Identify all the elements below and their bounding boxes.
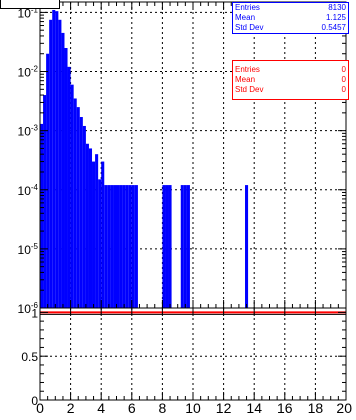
histogram-bar — [85, 143, 89, 308]
stats-mean-label: Mean — [235, 13, 256, 22]
x-tick-label: 4 — [97, 400, 105, 415]
histogram-bar — [162, 185, 166, 308]
stats-mean-label: Mean — [235, 75, 256, 84]
histogram-bar — [70, 84, 74, 308]
stats-row-entries: Entries 0 — [233, 65, 348, 75]
histogram-bar — [61, 32, 65, 308]
y-tick-label: 10-3 — [18, 124, 39, 139]
histogram-bar — [88, 148, 93, 308]
histogram-bar — [186, 185, 190, 308]
stats-entries-label: Entries — [235, 65, 260, 74]
histogram-bar — [104, 185, 108, 308]
x-tick-label: 14 — [246, 400, 262, 415]
histogram-bar — [82, 125, 86, 308]
histogram-bar — [165, 185, 169, 308]
histogram-bar — [67, 66, 71, 308]
stats-mean-value: 1.125 — [325, 13, 346, 22]
stats-row-std: Std Dev 0.5457 — [233, 23, 348, 33]
histogram-bar — [180, 185, 184, 308]
histogram-bar — [110, 185, 114, 308]
y-tick-label: 0.5 — [21, 350, 38, 364]
histogram-bar — [168, 185, 172, 308]
x-tick-label: 10 — [185, 400, 201, 415]
histogram-bar — [40, 123, 44, 308]
histogram-bar — [76, 107, 80, 308]
x-tick-label: 0 — [36, 400, 44, 415]
histogram-bar — [52, 9, 56, 309]
stats-box-top: Entries 8130 Mean 1.125 Std Dev 0.5457 — [232, 2, 349, 34]
histogram-bar — [64, 48, 68, 309]
histogram-bar — [113, 185, 117, 308]
y-tick-label: 10-6 — [18, 301, 39, 316]
stats-row-mean: Mean 1.125 — [233, 13, 348, 23]
histogram-bar — [98, 179, 102, 308]
histogram-bar — [131, 185, 135, 308]
x-tick-label: 12 — [216, 400, 232, 415]
stats-mean-value: 0 — [341, 75, 346, 84]
histogram-bar — [183, 185, 187, 308]
x-tick-label: 16 — [277, 400, 293, 415]
stats-box-bottom: Entries 0 Mean 0 Std Dev 0 — [232, 60, 349, 100]
histogram-bar — [58, 19, 62, 308]
y-tick-label: 1 — [31, 306, 38, 320]
histogram-bar — [92, 161, 96, 308]
histogram-bar — [55, 11, 59, 308]
histogram-bar — [134, 185, 138, 308]
histogram-bar — [122, 185, 126, 308]
stats-entries-value: 8130 — [328, 3, 346, 12]
y-tick-label: 10-5 — [18, 242, 39, 257]
y-tick-label: 10-4 — [18, 183, 39, 198]
x-tick-label: 8 — [159, 400, 167, 415]
histogram-bar — [116, 185, 120, 308]
y-tick-label: 10-1 — [18, 5, 39, 20]
stats-std-label: Std Dev — [235, 85, 264, 94]
stats-row-entries: Entries 8130 — [233, 3, 348, 13]
stats-row-mean: Mean 0 — [233, 75, 348, 85]
histogram-bar — [125, 185, 129, 308]
histogram-bar — [119, 185, 123, 308]
histogram-bar — [101, 161, 105, 308]
histogram-bar — [245, 185, 249, 308]
stats-row-std: Std Dev 0 — [233, 85, 348, 95]
histogram-bar — [107, 185, 111, 308]
x-tick-label: 20 — [336, 400, 352, 415]
histogram-bar — [95, 154, 99, 308]
title-box — [0, 0, 60, 9]
histogram-bar — [46, 53, 50, 309]
y-tick-label: 0 — [31, 394, 38, 408]
y-tick-label: 10-2 — [18, 65, 39, 80]
histogram-bar — [128, 185, 132, 308]
histogram-bar — [73, 98, 77, 308]
stats-std-label: Std Dev — [235, 23, 264, 32]
x-tick-label: 18 — [308, 400, 324, 415]
stats-std-value: 0 — [341, 85, 346, 94]
x-tick-label: 2 — [67, 400, 75, 415]
x-tick-label: 6 — [128, 400, 136, 415]
histogram-bar — [79, 117, 83, 308]
stats-entries-value: 0 — [341, 65, 346, 74]
histogram-bar — [43, 95, 47, 308]
stats-entries-label: Entries — [235, 3, 260, 12]
stats-std-value: 0.5457 — [321, 23, 346, 32]
histogram-bar — [49, 19, 53, 308]
